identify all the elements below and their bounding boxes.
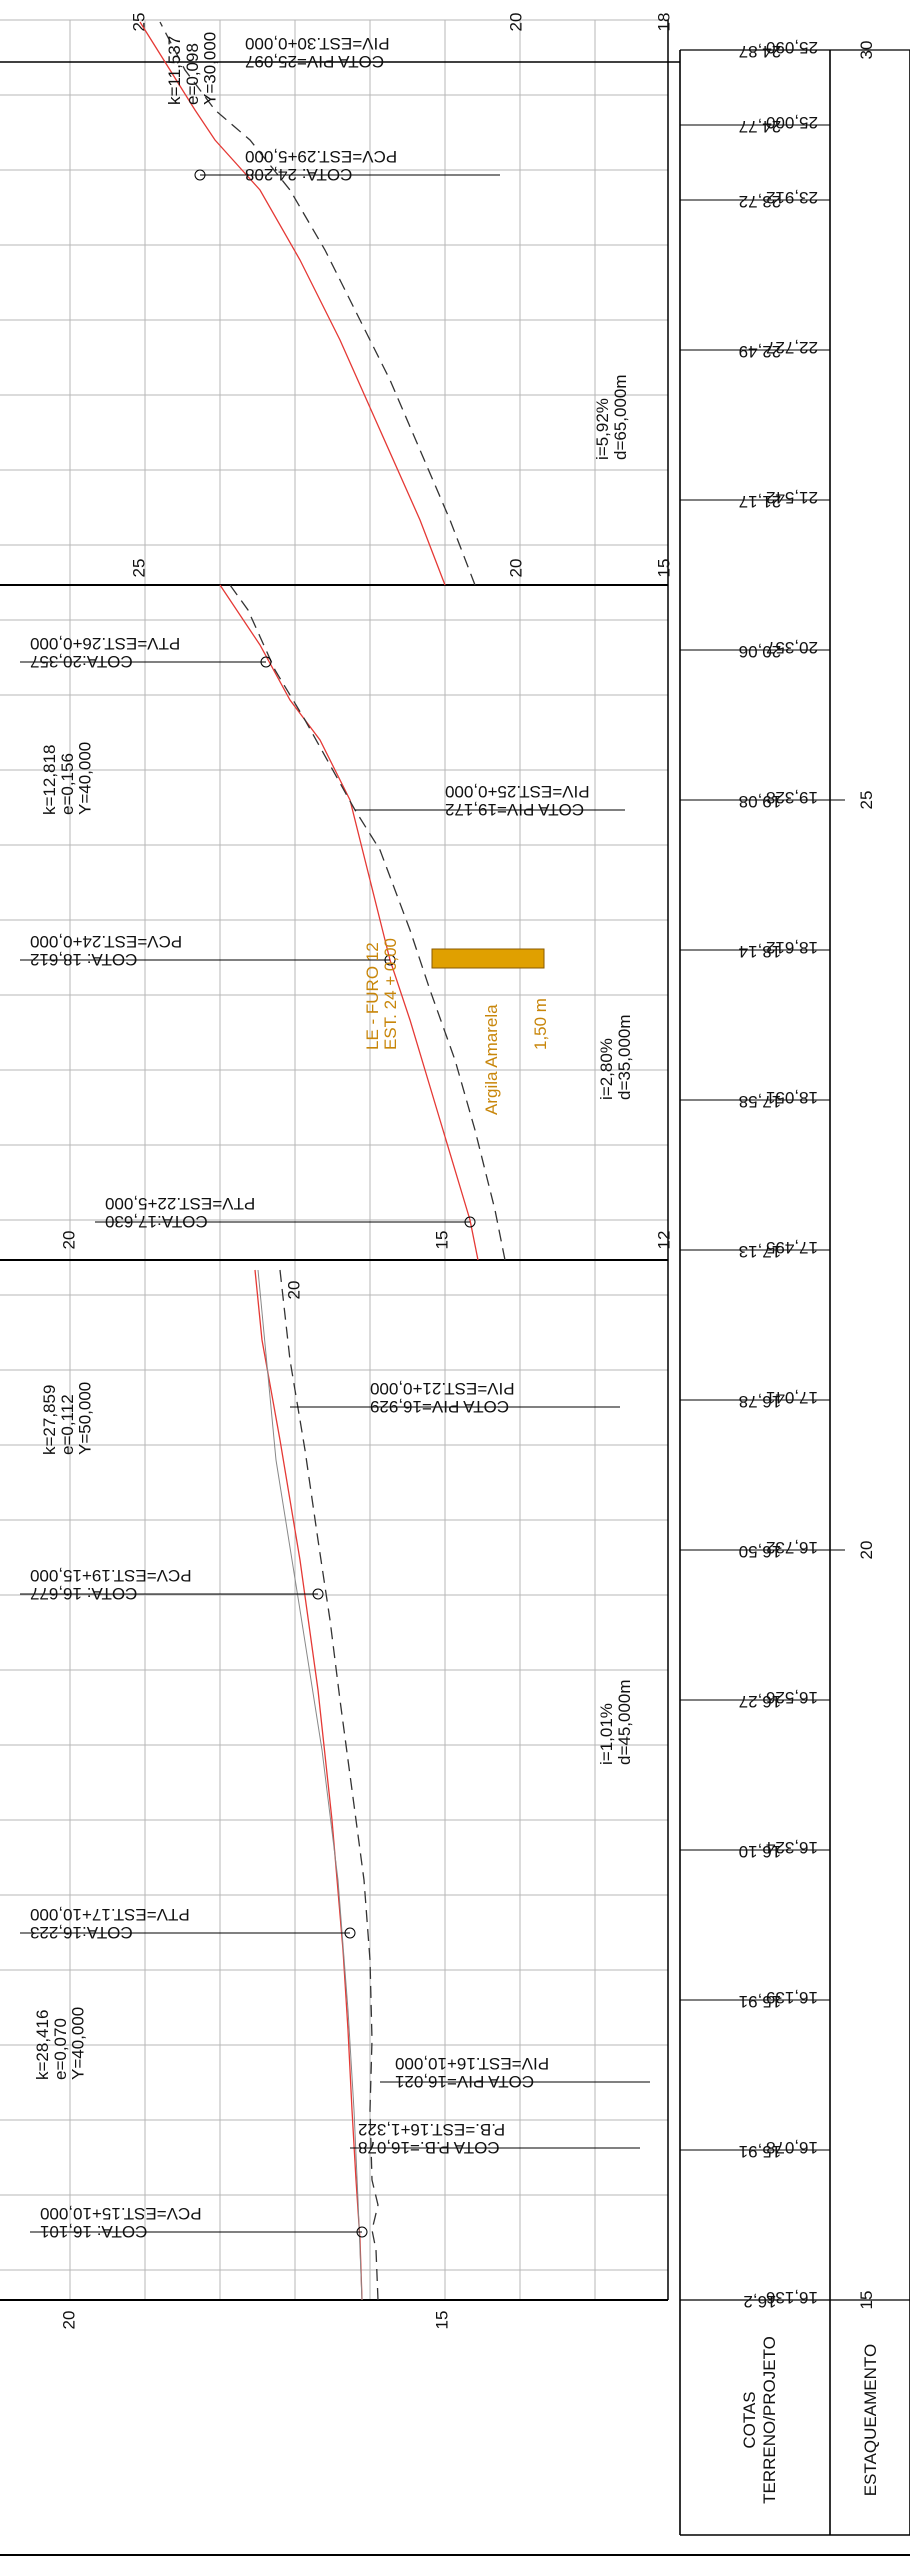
terrain-elevation-value: 16,324 (766, 1838, 818, 1857)
project-elevation-value: 24,77 (739, 117, 782, 136)
grade-label: i=2,80%d=35,000m (597, 1014, 634, 1100)
curve-point-marker (312, 1588, 324, 1600)
elevation-tick-label: 20 (506, 559, 525, 578)
terrain-elevation-value: 20,357 (766, 638, 818, 657)
annotation-piv-25: COTA PIV=19,172PIV=EST.25+0,000 (445, 782, 590, 819)
elevation-tick-label: 20 (284, 1281, 303, 1300)
panel-frames: 20 15 20 15 12 25 20 18 25 20 15 20 (0, 13, 680, 2330)
station-values-band: 15 20 25 30 (830, 41, 876, 2310)
annotation-piv-16: COTA PIV=16,021PIV=EST.16+10,000 (395, 2054, 549, 2091)
curve-point-marker (260, 656, 272, 668)
title-block: COTASTERRENO/PROJETO ESTAQUEAMENTO (0, 49, 910, 2556)
project-profile-line (219, 584, 479, 1261)
elevation-tick-label: 20 (59, 1231, 78, 1250)
terrain-elevation-value: 16,139 (766, 1988, 818, 2007)
row-label-stationing: ESTAQUEAMENTO (861, 2344, 880, 2496)
station-label: 20 (857, 1541, 876, 1560)
terrain-elevation-value: 16,732 (766, 1538, 818, 1557)
project-elevation-value: 15,91 (739, 2142, 782, 2161)
elevation-tick-label: 25 (129, 559, 148, 578)
curve-point-marker (384, 954, 396, 966)
grade-label: i=5,92%d=65,000m (593, 374, 630, 460)
borehole-label: LE - FURO 12EST. 24 + 0,00 (363, 938, 400, 1050)
terrain-profile-line (279, 1269, 379, 2301)
annotation-pcv-24: COTA: 18,612PCV=EST.24+0,000 (30, 932, 182, 969)
borehole-bar (431, 948, 545, 969)
curve-point-marker (464, 1216, 476, 1228)
terrain-elevation-value: 22,727 (766, 338, 818, 357)
elevation-tick-label: 15 (432, 2311, 451, 2330)
terrain-elevation-value: 17,041 (766, 1388, 818, 1407)
annotation-pcv-19: COTA: 16,677PCV=EST.19+15,000 (30, 1566, 192, 1603)
borehole-soil: Argila Amarela (482, 1004, 501, 1115)
terrain-elevation-value: 25,000 (766, 113, 818, 132)
project-elevation-value: 16,2 (743, 2292, 776, 2311)
project-elevation-value: 20,06 (739, 642, 782, 661)
borehole-depth: 1,50 m (531, 998, 550, 1050)
terrain-elevation-value: 21,542 (766, 488, 818, 507)
annotation-piv-30: COTA PIV=25,097PIV=EST.30+0,000 (245, 34, 390, 71)
elevation-tick-label: 15 (654, 559, 673, 578)
curve-point-marker (344, 1927, 356, 1939)
annotation-ptv-26: COTA:20,357PTV=EST.26+0,000 (30, 634, 180, 671)
project-elevation-value: 19,08 (739, 792, 782, 811)
project-elevation-value: 16,27 (739, 1692, 782, 1711)
project-elevation-value: 23,72 (739, 192, 782, 211)
vertical-curve-parameters: k=27,859e=0,112Y=50,000 (40, 1382, 95, 1455)
annotation-pcv-29: COTA: 24,208PCV=EST.29+5,000 (245, 147, 397, 184)
project-elevation-value: 17,58 (739, 1092, 782, 1111)
terrain-elevation-value: 16,526 (766, 1688, 818, 1707)
terrain-elevation-value: 17,495 (766, 1238, 818, 1257)
project-elevation-value: 18,14 (739, 942, 782, 961)
terrain-elevation-value: 23,912 (766, 188, 818, 207)
borehole-log: LE - FURO 12EST. 24 + 0,00 Argila Amarela… (363, 938, 550, 1115)
annotation-pb-16: COTA P.B.=16,078P.B.=EST.16+1,322 (358, 2120, 505, 2157)
elevation-tick-label: 15 (432, 1231, 451, 1250)
annotation-pcv-15: COTA: 16,101PCV=EST.15+10,000 (40, 2204, 202, 2241)
station-label: 30 (857, 41, 876, 60)
terrain-elevation-value: 19,328 (766, 788, 818, 807)
project-elevation-value: 16,10 (739, 1842, 782, 1861)
terrain-elevation-value: 16,136 (766, 2288, 818, 2307)
project-elevation-value: 21,17 (739, 492, 782, 511)
vertical-curve-parameters: k=11,537e=0,098Y=30,000 (165, 32, 220, 105)
elevation-values-band: 16,13616,216,07815,9116,13915,9116,32416… (680, 38, 830, 2311)
grade-label: i=1,01%d=45,000m (597, 1679, 634, 1765)
station-label: 25 (857, 791, 876, 810)
project-elevation-value: 16,50 (739, 1542, 782, 1561)
annotation-piv-21: COTA PIV=16,929PIV=EST.21+0,000 (370, 1379, 515, 1416)
row-label-cotas: COTASTERRENO/PROJETO (740, 2336, 779, 2504)
project-profile-line (254, 1269, 363, 2301)
profile-curves (139, 21, 506, 2301)
profile-grid (0, 19, 668, 2300)
project-elevation-value: 24,87 (739, 42, 782, 61)
annotation-ptv-17: COTA:16,223PTV=EST.17+10,000 (30, 1905, 190, 1942)
vertical-curve-parameters: k=28,416e=0,070Y=40,000 (33, 2007, 88, 2080)
station-label: 15 (857, 2291, 876, 2310)
curve-point-marker (194, 169, 206, 181)
vertical-curve-parameters: k=12,818e=0,156Y=40,000 (40, 742, 95, 815)
terrain-elevation-value: 18,612 (766, 938, 818, 957)
project-elevation-value: 22,49 (739, 342, 782, 361)
project-elevation-value: 17,13 (739, 1242, 782, 1261)
project-profile-line (139, 21, 446, 586)
elevation-tick-label: 18 (654, 13, 673, 32)
terrain-elevation-value: 25,090 (766, 38, 818, 57)
elevation-tick-label: 20 (59, 2311, 78, 2330)
elevation-tick-label: 20 (506, 13, 525, 32)
project-elevation-value: 16,78 (739, 1392, 782, 1411)
elevation-tick-label: 25 (129, 13, 148, 32)
terrain-elevation-value: 16,078 (766, 2138, 818, 2157)
annotation-ptv-22: COTA:17,630PTV=EST.22+5,000 (105, 1194, 255, 1231)
profile-annotations: COTA: 16,101PCV=EST.15+10,000 COTA P.B.=1… (20, 32, 650, 2241)
terrain-elevation-value: 18,051 (766, 1088, 818, 1107)
existing-ground-line (257, 1269, 363, 2301)
elevation-tick-label: 12 (654, 1231, 673, 1250)
terrain-profile-line (229, 584, 506, 1261)
terrain-profile-line (159, 21, 476, 586)
project-elevation-value: 15,91 (739, 1992, 782, 2011)
curve-point-marker (356, 2226, 368, 2238)
